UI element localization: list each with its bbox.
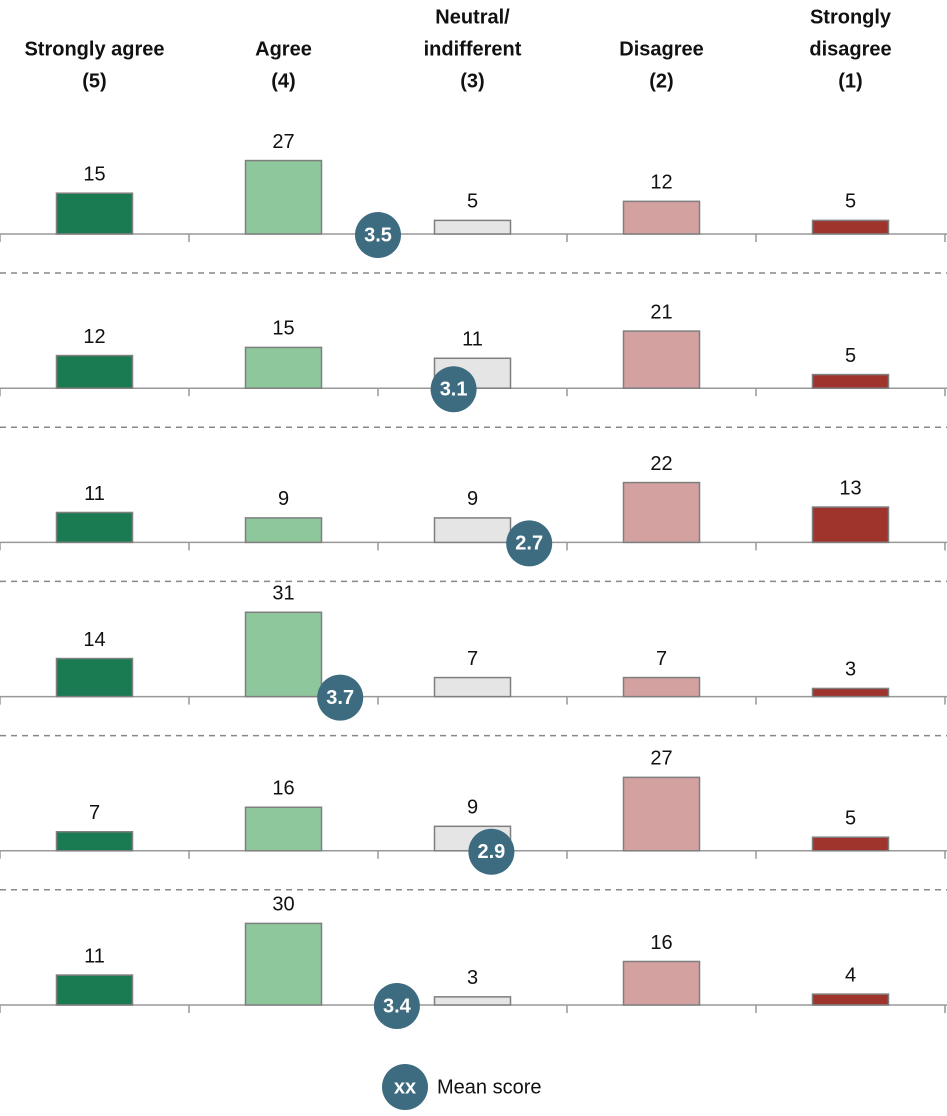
value-label: 7 (656, 648, 667, 670)
value-label: 27 (272, 131, 294, 153)
value-label: 5 (845, 807, 856, 829)
column-header: Neutral/ (435, 6, 510, 28)
bar (622, 481, 701, 544)
bar (433, 996, 512, 1006)
mean-marker (355, 212, 401, 258)
value-label: 12 (83, 326, 105, 348)
value-label: 3 (845, 659, 856, 681)
bar (622, 676, 701, 698)
legend-marker-text: xx (394, 1076, 416, 1098)
mean-label: 3.5 (364, 224, 392, 246)
value-label: 7 (467, 648, 478, 670)
value-label: 30 (272, 894, 294, 916)
value-label: 16 (650, 932, 672, 954)
mean-label: 2.7 (515, 533, 543, 555)
column-header: disagree (809, 38, 891, 60)
column-header: (3) (460, 70, 484, 92)
value-label: 3 (467, 967, 478, 989)
bar (811, 506, 890, 544)
bar (244, 159, 323, 235)
value-label: 5 (467, 191, 478, 213)
bar (622, 960, 701, 1006)
bar (244, 806, 323, 852)
bar (433, 219, 512, 235)
bar (55, 974, 134, 1006)
bar (55, 511, 134, 544)
column-header: Agree (255, 38, 312, 60)
value-label: 9 (467, 797, 478, 819)
bar (811, 687, 890, 698)
value-label: 13 (839, 477, 861, 499)
value-label: 11 (462, 329, 483, 351)
value-label: 27 (650, 748, 672, 770)
bar (811, 993, 890, 1006)
bar (244, 611, 323, 698)
value-label: 4 (845, 964, 856, 986)
value-label: 11 (84, 483, 105, 505)
column-header: Disagree (619, 38, 704, 60)
bar (55, 192, 134, 235)
column-header: (4) (271, 70, 295, 92)
legend-marker (382, 1064, 428, 1110)
legend-label: Mean score (437, 1076, 542, 1098)
bar (244, 922, 323, 1006)
bar (622, 200, 701, 235)
mean-marker (317, 674, 364, 721)
value-label: 9 (467, 488, 478, 510)
bar (433, 676, 512, 698)
mean-marker (430, 366, 477, 413)
value-label: 15 (272, 318, 294, 340)
value-label: 5 (845, 345, 856, 367)
value-label: 31 (272, 583, 294, 605)
value-label: 5 (845, 191, 856, 213)
column-header: (5) (82, 70, 106, 92)
column-header: Strongly agree (24, 38, 164, 60)
value-label: 12 (650, 172, 672, 194)
mean-label: 3.4 (383, 995, 412, 1017)
value-label: 9 (278, 488, 289, 510)
value-label: 11 (84, 945, 105, 967)
bar (244, 517, 323, 544)
column-header: (2) (649, 70, 673, 92)
column-header: Strongly (810, 6, 892, 28)
bar (811, 836, 890, 852)
bar (622, 330, 701, 389)
bar (55, 831, 134, 852)
mean-marker (506, 520, 553, 567)
value-label: 15 (83, 163, 105, 185)
value-label: 7 (89, 802, 100, 824)
bar (244, 346, 323, 389)
bar (55, 657, 134, 698)
bar (811, 373, 890, 389)
mean-marker (468, 828, 515, 875)
bar (55, 354, 134, 389)
mean-label: 3.1 (440, 378, 468, 400)
column-header: (1) (838, 70, 862, 92)
column-header: indifferent (424, 38, 522, 60)
mean-label: 2.9 (477, 841, 505, 863)
mean-marker (373, 983, 420, 1029)
value-label: 21 (650, 301, 672, 323)
value-label: 22 (650, 453, 672, 475)
value-label: 16 (272, 778, 294, 800)
bar (811, 219, 890, 235)
bar (622, 776, 701, 852)
bar (433, 517, 512, 544)
mean-label: 3.7 (326, 687, 354, 709)
value-label: 14 (83, 629, 105, 651)
